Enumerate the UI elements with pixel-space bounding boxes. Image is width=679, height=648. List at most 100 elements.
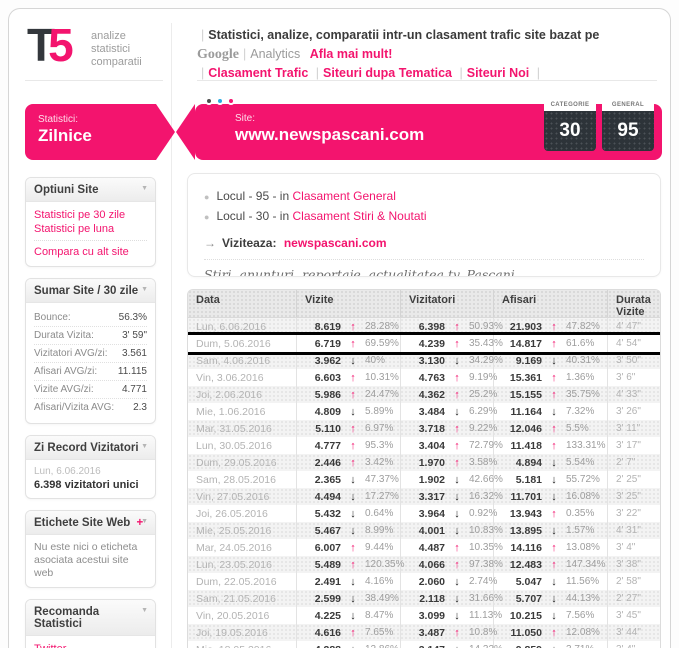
rank-info-card: Locul - 95 - in Clasament General Locul … [187,173,661,277]
row-date: Mie, 25.05.2016 [188,522,297,539]
nav-siteuri-tematica[interactable]: Siteuri dupa Tematica [323,66,452,80]
share-twitter-link[interactable]: Twitter [34,642,147,648]
row-date: Joi, 2.06.2016 [188,386,297,403]
trend-up-icon: ↑ [454,456,460,469]
row-date: Dum, 22.05.2016 [188,573,297,590]
nav-siteuri-noi[interactable]: Siteuri Noi [466,66,530,80]
table-row: Sam, 4.06.2016 3.962 ↓ 40% 3.130 ↓ 34.29… [188,352,660,369]
link-statistici-luna[interactable]: Statistici pe luna [34,223,115,235]
afisari-value: 13.943 [509,507,542,520]
vizite-percent: 8.99% [365,525,394,536]
trend-down-icon: ↓ [350,473,356,486]
table-row: Sam, 28.05.2016 2.365 ↓ 47.37% 1.902 ↓ 4… [188,471,660,488]
afisari-value: 12.483 [509,558,542,571]
vizitatori-percent: 25.2% [469,389,498,400]
vizite-percent: 24.47% [365,389,399,400]
vizitatori-cell: 3.147 ↓ 14.32% [401,641,503,648]
afisari-cell: 9.859 ↓ 3.71% [494,641,608,648]
vizitatori-value: 4.362 [418,388,445,401]
table-row: Lun, 30.05.2016 4.777 ↑ 95.3% 3.404 ↑ 72… [188,437,660,454]
stats-period-tag: Statistici: Zilnice [25,104,175,160]
row-duration: 2' 27" [616,593,641,604]
slider-dot-blue[interactable] [216,97,224,105]
vizite-percent: 28.28% [365,321,399,332]
clasament-general-link[interactable]: Clasament General [292,189,396,203]
trend-down-icon: ↓ [542,644,566,648]
chevron-down-icon [141,607,148,614]
trend-up-icon: ↑ [454,439,460,452]
vizite-percent: 6.97% [365,423,394,434]
share-box-header[interactable]: Recomanda Statistici [26,600,155,636]
afisari-percent: 61.6% [566,338,595,349]
trend-down-icon: ↓ [551,490,557,503]
row-date: Vin, 27.05.2016 [188,488,297,505]
bullet-icon [204,192,209,202]
general-rank-badge: GENERAL 95 [602,99,654,151]
vizitatori-percent: 35.43% [469,338,503,349]
summary-value: 3.561 [121,348,147,359]
vizite-percent: 7.65% [365,627,394,638]
afisari-cell: 5.181 ↓ 55.72% [494,471,608,488]
trend-down-icon: ↓ [350,354,356,367]
summary-row: Vizite AVG/zi: 4.771 [34,381,147,399]
table-row: Mar, 24.05.2016 6.007 ↑ 9.44% 4.487 ↑ 10… [188,539,660,556]
trend-up-icon: ↑ [350,541,356,554]
row-date: Joi, 26.05.2016 [188,505,297,522]
chevron-down-icon [141,518,148,525]
tags-box-header[interactable]: Etichete Site Web + [26,511,155,535]
nav-clasament-trafic[interactable]: Clasament Trafic [208,66,309,80]
main-content: Locul - 95 - in Clasament General Locul … [187,173,661,648]
slider-dots [205,97,235,105]
vizitatori-cell: 4.066 ↑ 97.38% [401,556,503,573]
link-compara-site[interactable]: Compara cu alt site [34,246,129,258]
vizitatori-value: 2.118 [419,592,445,605]
site-logo[interactable]: T5 [27,22,74,68]
trend-up-icon: ↑ [454,320,460,333]
slider-dot-pink[interactable] [227,97,235,105]
vizitatori-cell: 3.099 ↓ 11.13% [401,607,502,624]
summary-label: Afisari AVG/zi: [34,366,98,377]
logo-tagline: analize statistici comparatii [91,30,142,69]
trend-up-icon: ↑ [454,626,460,639]
trend-down-icon: ↓ [350,490,356,503]
trend-down-icon: ↓ [454,524,460,537]
options-box-header[interactable]: Optiuni Site [26,178,155,202]
trend-up-icon: ↑ [454,388,460,401]
plus-icon[interactable]: + [136,517,144,529]
site-label: Site: [235,113,256,124]
trend-down-icon: ↓ [551,473,557,486]
chevron-down-icon [141,185,148,192]
general-badge-label: GENERAL [602,99,654,111]
row-date: Vin, 3.06.2016 [188,369,297,386]
vizite-cell: 5.432 ↓ 0.64% [297,505,401,522]
record-box-header[interactable]: Zi Record Vizitatori [26,436,155,460]
row-duration: 2' 58" [616,576,641,587]
summary-box: Sumar Site / 30 zile Bounce: 56.3% Durata… [25,278,156,424]
vizite-percent: 40% [365,355,386,366]
afisari-cell: 10.215 ↓ 7.56% [494,607,608,624]
visit-site-link[interactable]: newspascani.com [283,236,387,250]
clasament-stiri-link[interactable]: Clasament Stiri & Noutati [292,209,427,223]
afisari-cell: 5.707 ↓ 44.13% [494,590,608,607]
header-data: Data [188,290,297,317]
separator [197,66,208,80]
vizite-cell: 4.288 ↓ 12.86% [297,641,401,648]
trend-down-icon: ↓ [454,354,460,367]
link-statistici-30-zile[interactable]: Statistici pe 30 zile [34,209,126,221]
trend-down-icon: ↓ [350,609,356,622]
arrow-right-icon [204,236,216,250]
table-row: Lun, 6.06.2016 8.619 ↑ 28.28% 6.398 ↑ 50… [188,318,660,335]
afisari-value: 11.050 [510,626,542,639]
vizite-percent: 0.64% [365,508,394,519]
vizite-cell: 4.809 ↓ 5.89% [297,403,401,420]
description-text: Statistici, analize, comparatii intr-un … [208,28,600,42]
afisari-percent: 133.31% [566,440,606,451]
slider-dot-gray[interactable] [205,97,213,105]
table-row: Sam, 21.05.2016 2.599 ↓ 38.49% 2.118 ↓ 3… [188,590,660,607]
learn-more-link[interactable]: Afla mai mult! [309,47,393,61]
summary-box-header[interactable]: Sumar Site / 30 zile [26,279,155,303]
row-date: Sam, 21.05.2016 [188,590,297,607]
summary-value: 11.115 [117,366,147,377]
share-box: Recomanda Statistici Twitter YM Facebook [25,599,156,648]
trend-up-icon: ↑ [551,507,557,520]
